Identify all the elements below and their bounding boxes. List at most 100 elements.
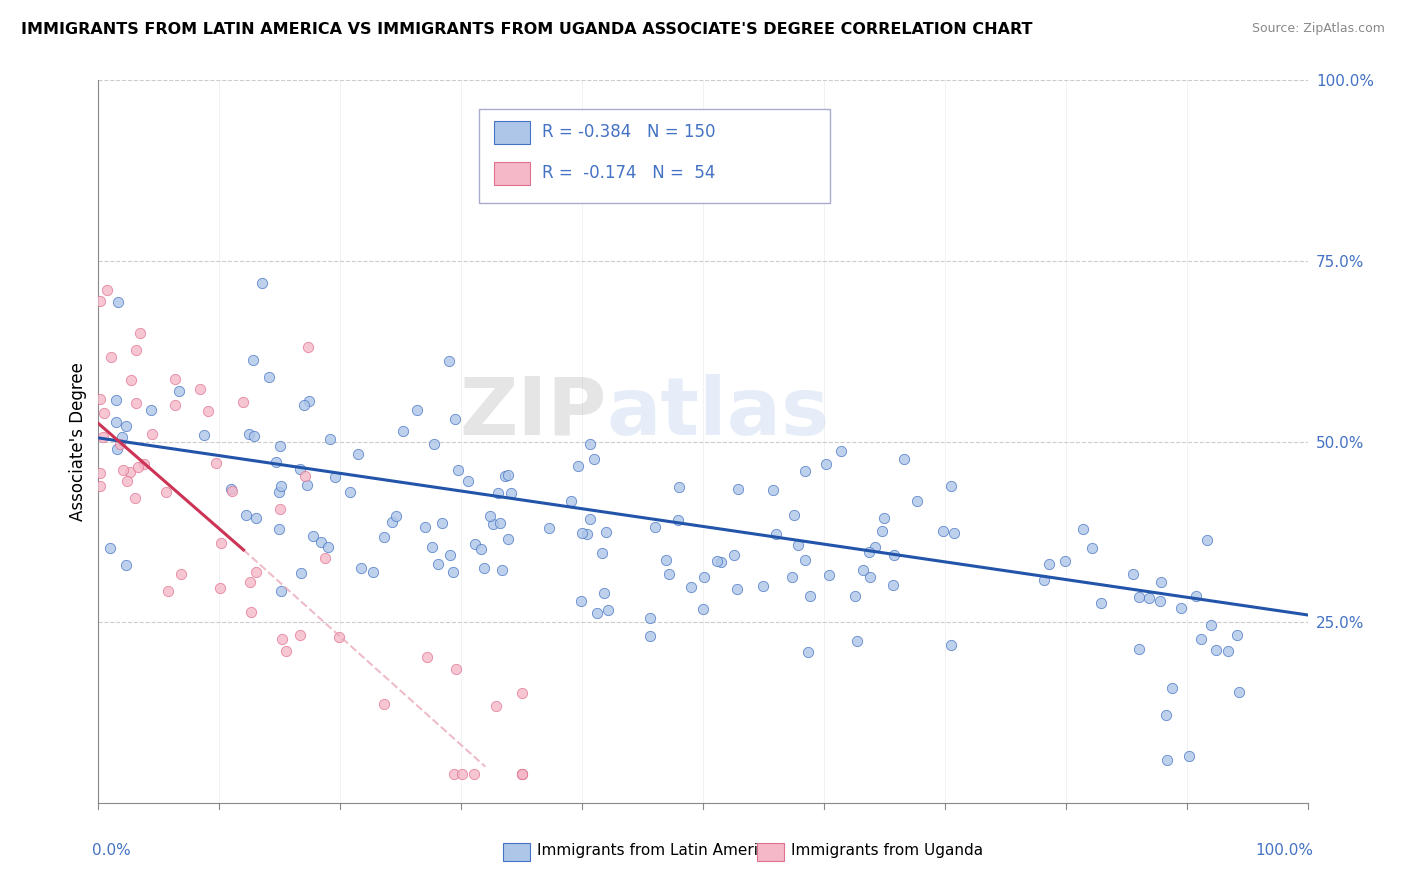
Point bbox=[883, 548, 905, 562]
Point bbox=[250, 276, 273, 290]
Point bbox=[941, 639, 963, 653]
Point bbox=[491, 563, 513, 577]
Text: Immigrants from Uganda: Immigrants from Uganda bbox=[792, 843, 983, 858]
Point bbox=[269, 501, 291, 516]
Point bbox=[197, 404, 219, 418]
Point bbox=[406, 402, 429, 417]
Text: atlas: atlas bbox=[606, 374, 830, 451]
Point bbox=[1156, 708, 1178, 723]
Point bbox=[232, 395, 254, 409]
Point bbox=[752, 579, 775, 593]
Point bbox=[510, 767, 533, 781]
Point bbox=[1226, 628, 1249, 642]
Point bbox=[430, 516, 453, 530]
Point bbox=[1161, 681, 1184, 696]
Point bbox=[463, 767, 485, 781]
Point bbox=[1122, 566, 1144, 581]
Point bbox=[1178, 748, 1201, 763]
Point bbox=[844, 589, 866, 603]
Point bbox=[269, 439, 291, 453]
Bar bbox=[494, 120, 530, 144]
Point bbox=[679, 581, 702, 595]
Point bbox=[441, 565, 464, 579]
Point bbox=[127, 459, 149, 474]
Point bbox=[1156, 753, 1178, 767]
Point bbox=[420, 541, 443, 555]
Point bbox=[668, 513, 690, 527]
Point bbox=[596, 603, 619, 617]
Point bbox=[165, 372, 187, 386]
Point bbox=[486, 486, 509, 500]
Bar bbox=[758, 843, 785, 861]
Point bbox=[98, 541, 121, 555]
Point bbox=[654, 553, 676, 567]
Point bbox=[1189, 632, 1212, 647]
Point bbox=[115, 474, 138, 488]
Bar bbox=[503, 843, 530, 861]
Point bbox=[830, 444, 852, 458]
Point bbox=[221, 483, 243, 498]
Point bbox=[89, 466, 111, 480]
Point bbox=[814, 457, 837, 471]
Point bbox=[692, 601, 714, 615]
Point bbox=[314, 550, 336, 565]
Point bbox=[882, 578, 904, 592]
Point bbox=[693, 570, 716, 584]
Point bbox=[316, 541, 339, 555]
Point bbox=[235, 508, 257, 522]
Point bbox=[270, 479, 292, 493]
Point bbox=[1080, 541, 1102, 556]
Y-axis label: Associate's Degree: Associate's Degree bbox=[69, 362, 87, 521]
Point bbox=[328, 630, 350, 644]
Point bbox=[1090, 596, 1112, 610]
Point bbox=[271, 632, 294, 646]
Bar bbox=[494, 162, 530, 185]
Text: R =  -0.174   N =  54: R = -0.174 N = 54 bbox=[543, 164, 716, 182]
Point bbox=[644, 519, 666, 533]
Point bbox=[498, 532, 520, 546]
Point bbox=[479, 508, 502, 523]
Point bbox=[239, 605, 262, 619]
Point bbox=[100, 350, 122, 364]
Point bbox=[457, 475, 479, 489]
Point bbox=[723, 548, 745, 562]
Point bbox=[167, 384, 190, 398]
Point bbox=[893, 452, 915, 467]
Point bbox=[89, 294, 111, 309]
Point bbox=[1128, 641, 1150, 656]
Point bbox=[472, 561, 495, 575]
Point bbox=[494, 468, 516, 483]
Point bbox=[450, 767, 472, 781]
Point bbox=[274, 644, 297, 658]
Point bbox=[1139, 591, 1161, 605]
Point bbox=[1071, 522, 1094, 536]
Text: Source: ZipAtlas.com: Source: ZipAtlas.com bbox=[1251, 22, 1385, 36]
Point bbox=[385, 508, 408, 523]
Point bbox=[392, 424, 415, 438]
Point bbox=[413, 520, 436, 534]
Point bbox=[107, 295, 129, 310]
Point bbox=[799, 590, 821, 604]
Point bbox=[141, 427, 163, 442]
Point bbox=[668, 480, 690, 494]
Point bbox=[863, 541, 886, 555]
Point bbox=[111, 463, 134, 477]
Point bbox=[423, 437, 446, 451]
Point bbox=[118, 466, 141, 480]
Point bbox=[298, 393, 321, 408]
Point bbox=[269, 484, 291, 499]
Point bbox=[89, 479, 111, 493]
Point bbox=[1128, 590, 1150, 604]
Point bbox=[710, 555, 733, 569]
Point bbox=[761, 483, 783, 498]
Point bbox=[537, 521, 560, 535]
Point bbox=[560, 493, 582, 508]
Point bbox=[110, 430, 132, 444]
Point bbox=[269, 522, 291, 536]
Point bbox=[846, 633, 869, 648]
Point bbox=[1170, 601, 1192, 615]
Point bbox=[93, 407, 115, 421]
Point bbox=[859, 569, 882, 583]
Point bbox=[591, 546, 613, 560]
Text: R = -0.384   N = 150: R = -0.384 N = 150 bbox=[543, 122, 716, 141]
